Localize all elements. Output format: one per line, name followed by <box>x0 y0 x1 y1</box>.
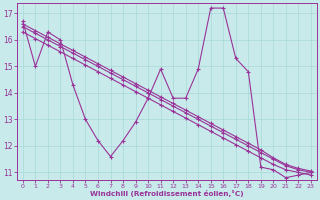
X-axis label: Windchill (Refroidissement éolien,°C): Windchill (Refroidissement éolien,°C) <box>90 190 244 197</box>
